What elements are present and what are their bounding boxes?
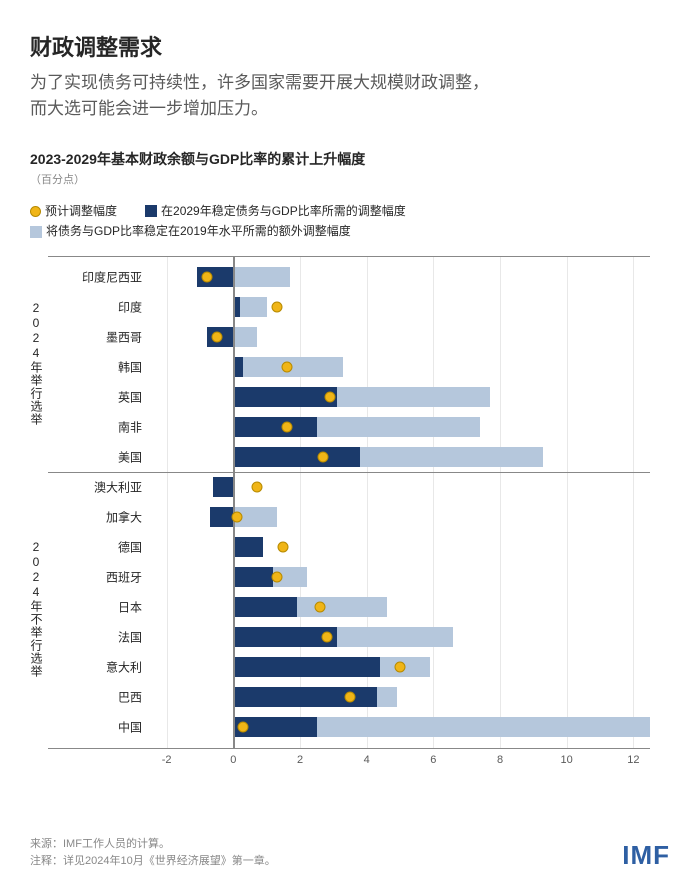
bar-required-adjustment bbox=[233, 387, 336, 407]
category-label: 中国 bbox=[52, 718, 142, 735]
chart-footer: 来源：IMF工作人员的计算。 注释：详见2024年10月《世界经济展望》第一章。 bbox=[30, 836, 276, 869]
plot-area bbox=[150, 256, 650, 748]
marker-projected bbox=[201, 271, 212, 282]
x-tick-label: 4 bbox=[364, 754, 370, 766]
marker-projected bbox=[345, 691, 356, 702]
chart-unit: （百分点） bbox=[30, 171, 670, 187]
square-icon bbox=[30, 226, 42, 238]
bar-extra-adjustment bbox=[243, 357, 343, 377]
marker-projected bbox=[321, 631, 332, 642]
group-divider bbox=[48, 748, 650, 749]
marker-projected bbox=[251, 481, 262, 492]
category-label: 南非 bbox=[52, 418, 142, 435]
category-label: 巴西 bbox=[52, 688, 142, 705]
category-label: 加拿大 bbox=[52, 508, 142, 525]
marker-projected bbox=[278, 541, 289, 552]
chart-title: 2023-2029年基本财政余额与GDP比率的累计上升幅度 bbox=[30, 149, 670, 169]
grid-line bbox=[433, 256, 434, 748]
x-tick-label: -2 bbox=[162, 754, 172, 766]
category-label: 美国 bbox=[52, 448, 142, 465]
x-tick-label: 8 bbox=[497, 754, 503, 766]
x-tick-label: 2 bbox=[297, 754, 303, 766]
group-label: 2024年不举行选举 bbox=[28, 540, 45, 678]
bar-extra-adjustment bbox=[317, 717, 650, 737]
bar-extra-adjustment bbox=[297, 597, 387, 617]
legend: 预计调整幅度 在2029年稳定债务与GDP比率所需的调整幅度 将债务与GDP比率… bbox=[30, 201, 670, 242]
bar-extra-adjustment bbox=[317, 417, 480, 437]
category-label: 德国 bbox=[52, 538, 142, 555]
grid-line bbox=[500, 256, 501, 748]
marker-projected bbox=[318, 451, 329, 462]
bar-extra-adjustment bbox=[360, 447, 543, 467]
bar-required-adjustment bbox=[233, 417, 316, 437]
footer-note: 注释：详见2024年10月《世界经济展望》第一章。 bbox=[30, 855, 276, 867]
bar-required-adjustment bbox=[233, 447, 360, 467]
legend-stabilize-2019-label: 将债务与GDP比率稳定在2019年水平所需的额外调整幅度 bbox=[46, 221, 351, 241]
bar-extra-adjustment bbox=[233, 267, 290, 287]
chart-area: 印度尼西亚印度墨西哥韩国英国南非美国澳大利亚加拿大德国西班牙日本法国意大利巴西中… bbox=[30, 256, 670, 778]
group-label: 2024年举行选举 bbox=[28, 301, 45, 426]
x-tick-label: 6 bbox=[430, 754, 436, 766]
bar-required-adjustment bbox=[210, 507, 233, 527]
subtitle-line-2: 而大选可能会进一步增加压力。 bbox=[30, 99, 268, 118]
marker-projected bbox=[281, 421, 292, 432]
bar-required-adjustment bbox=[233, 657, 380, 677]
grid-line bbox=[633, 256, 634, 748]
category-label: 西班牙 bbox=[52, 568, 142, 585]
category-label: 澳大利亚 bbox=[52, 478, 142, 495]
group-divider bbox=[48, 256, 650, 257]
category-label: 韩国 bbox=[52, 358, 142, 375]
subtitle-line-1: 为了实现债务可持续性，许多国家需要开展大规模财政调整， bbox=[30, 73, 489, 92]
category-label: 印度 bbox=[52, 298, 142, 315]
marker-projected bbox=[315, 601, 326, 612]
x-tick-label: 10 bbox=[561, 754, 573, 766]
zero-line bbox=[233, 256, 235, 748]
marker-projected bbox=[325, 391, 336, 402]
bar-required-adjustment bbox=[213, 477, 233, 497]
page-subtitle: 为了实现债务可持续性，许多国家需要开展大规模财政调整， 而大选可能会进一步增加压… bbox=[30, 70, 670, 121]
bar-extra-adjustment bbox=[337, 627, 454, 647]
page-title: 财政调整需求 bbox=[30, 30, 670, 62]
x-tick-label: 12 bbox=[627, 754, 639, 766]
square-icon bbox=[145, 205, 157, 217]
marker-projected bbox=[211, 331, 222, 342]
legend-stabilize-2029-label: 在2029年稳定债务与GDP比率所需的调整幅度 bbox=[161, 201, 406, 221]
category-label: 墨西哥 bbox=[52, 328, 142, 345]
x-tick-label: 0 bbox=[230, 754, 236, 766]
marker-projected bbox=[271, 571, 282, 582]
category-label: 日本 bbox=[52, 598, 142, 615]
footer-source: 来源：IMF工作人员的计算。 bbox=[30, 838, 170, 850]
bar-extra-adjustment bbox=[233, 327, 256, 347]
bar-extra-adjustment bbox=[377, 687, 397, 707]
category-label: 英国 bbox=[52, 388, 142, 405]
marker-projected bbox=[271, 301, 282, 312]
legend-stabilize-2029: 在2029年稳定债务与GDP比率所需的调整幅度 bbox=[145, 201, 406, 221]
bar-extra-adjustment bbox=[337, 387, 490, 407]
dot-icon bbox=[30, 206, 41, 217]
group-divider bbox=[48, 472, 650, 473]
category-label: 意大利 bbox=[52, 658, 142, 675]
category-label: 法国 bbox=[52, 628, 142, 645]
marker-projected bbox=[281, 361, 292, 372]
category-label: 印度尼西亚 bbox=[52, 268, 142, 285]
bar-required-adjustment bbox=[233, 597, 296, 617]
grid-line bbox=[567, 256, 568, 748]
marker-projected bbox=[238, 721, 249, 732]
legend-projected-label: 预计调整幅度 bbox=[45, 201, 117, 221]
bar-required-adjustment bbox=[233, 537, 263, 557]
imf-logo: IMF bbox=[622, 840, 670, 871]
marker-projected bbox=[395, 661, 406, 672]
legend-projected: 预计调整幅度 bbox=[30, 201, 117, 221]
bar-extra-adjustment bbox=[240, 297, 267, 317]
marker-projected bbox=[231, 511, 242, 522]
grid-line bbox=[167, 256, 168, 748]
legend-stabilize-2019: 将债务与GDP比率稳定在2019年水平所需的额外调整幅度 bbox=[30, 221, 351, 241]
bar-required-adjustment bbox=[233, 567, 273, 587]
